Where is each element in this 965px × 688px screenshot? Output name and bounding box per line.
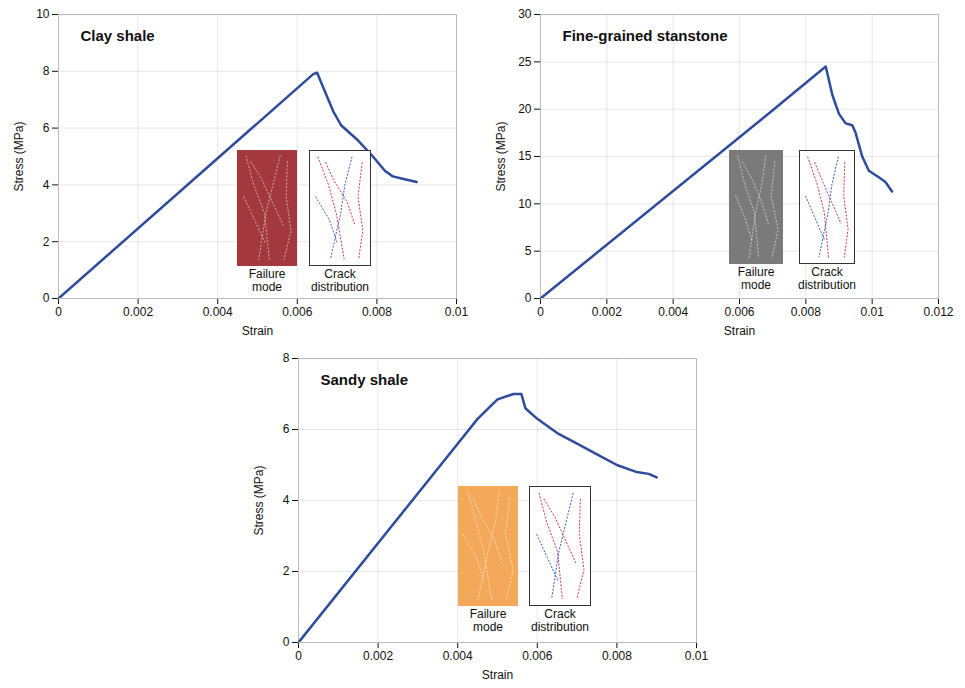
svg-text:25: 25	[518, 55, 532, 69]
svg-text:15: 15	[518, 149, 532, 163]
svg-text:0.002: 0.002	[592, 305, 622, 319]
svg-text:0: 0	[537, 305, 544, 319]
svg-text:10: 10	[518, 197, 532, 211]
html-text:Failure mode: Failure mode	[248, 267, 286, 294]
svg-text:Fine-grained stanstone: Fine-grained stanstone	[563, 27, 728, 44]
svg-text:4: 4	[283, 493, 290, 507]
svg-text:0.008: 0.008	[362, 305, 392, 319]
svg-text:Strain: Strain	[724, 324, 755, 338]
svg-text:30: 30	[518, 7, 532, 21]
html-text:Crack distribution: Crack distribution	[798, 265, 856, 292]
svg-text:0: 0	[295, 649, 302, 663]
svg-text:Strain: Strain	[482, 668, 513, 682]
svg-text:Stress (MPa): Stress (MPa)	[252, 465, 266, 535]
svg-text:0.01: 0.01	[685, 649, 709, 663]
svg-text:4: 4	[43, 178, 50, 192]
html-text:Crack distribution: Crack distribution	[531, 607, 589, 634]
svg-text:2: 2	[43, 235, 50, 249]
svg-text:6: 6	[43, 121, 50, 135]
svg-text:0.006: 0.006	[282, 305, 312, 319]
svg-text:Stress (MPa): Stress (MPa)	[12, 121, 26, 191]
svg-text:2: 2	[283, 564, 290, 578]
svg-text:0: 0	[43, 291, 50, 305]
html-text:Failure mode: Failure mode	[469, 607, 507, 634]
svg-text:Strain: Strain	[242, 324, 273, 338]
svg-text:0.012: 0.012	[923, 305, 953, 319]
svg-text:0: 0	[55, 305, 62, 319]
svg-text:0.006: 0.006	[522, 649, 552, 663]
svg-text:10: 10	[36, 7, 50, 21]
svg-text:0.01: 0.01	[445, 305, 469, 319]
svg-text:0.008: 0.008	[791, 305, 821, 319]
svg-text:8: 8	[43, 64, 50, 78]
svg-text:0.006: 0.006	[724, 305, 754, 319]
html-text:Failure mode: Failure mode	[737, 265, 775, 292]
svg-text:Clay shale: Clay shale	[81, 27, 155, 44]
svg-text:8: 8	[283, 351, 290, 365]
svg-text:5: 5	[525, 244, 532, 258]
svg-text:0.002: 0.002	[123, 305, 153, 319]
svg-text:0.008: 0.008	[602, 649, 632, 663]
svg-text:0.002: 0.002	[363, 649, 393, 663]
svg-text:Stress (MPa): Stress (MPa)	[494, 121, 508, 191]
html-text:Crack distribution: Crack distribution	[311, 267, 369, 294]
svg-text:0: 0	[525, 291, 532, 305]
svg-text:6: 6	[283, 422, 290, 436]
svg-text:0: 0	[283, 635, 290, 649]
svg-text:0.004: 0.004	[658, 305, 688, 319]
svg-text:0.01: 0.01	[860, 305, 884, 319]
svg-text:0.004: 0.004	[203, 305, 233, 319]
svg-text:Sandy shale: Sandy shale	[321, 371, 409, 388]
svg-text:0.004: 0.004	[443, 649, 473, 663]
svg-text:20: 20	[518, 102, 532, 116]
